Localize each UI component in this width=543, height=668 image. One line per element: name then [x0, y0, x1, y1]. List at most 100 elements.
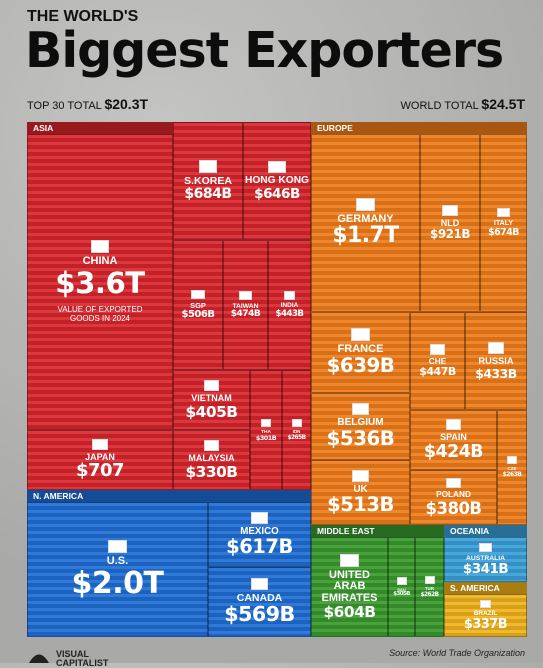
value-label: $646B — [254, 185, 300, 202]
country-name: UNITED ARAB EMIRATES — [321, 568, 378, 604]
flag — [351, 328, 370, 342]
flag — [442, 204, 458, 216]
cell-label: CHE $447B — [410, 312, 465, 410]
flag — [203, 380, 220, 392]
flag — [446, 477, 461, 489]
brand: VISUAL CAPITALIST — [56, 649, 109, 668]
cell-label: TUR $262B — [415, 537, 444, 637]
top-total-value: $20.3T — [104, 96, 149, 112]
flag — [251, 511, 268, 524]
country-name: SGP — [190, 301, 206, 311]
cell — [282, 370, 311, 490]
cell — [420, 134, 480, 312]
flag — [90, 240, 110, 254]
flag — [445, 419, 462, 431]
country-name: MEXICO — [240, 525, 279, 537]
country-name: BRAZIL — [473, 610, 498, 618]
value-label: $674B — [488, 226, 519, 238]
title: Biggest Exporters — [25, 22, 504, 79]
country-name: AUSTRALIA — [466, 554, 505, 562]
cell — [444, 537, 527, 582]
cell-label: VIETNAM $405B — [173, 370, 250, 430]
cell-label: JAPAN $707 — [27, 430, 173, 490]
flag — [340, 553, 359, 567]
value-label: $513B — [327, 492, 394, 516]
value-label: $262B — [420, 591, 439, 598]
cell-label: GERMANY $1.7T — [311, 134, 420, 312]
cell — [311, 312, 410, 393]
flag — [199, 160, 217, 173]
cell-label: BELGIUM $536B — [311, 393, 410, 460]
cell — [388, 537, 415, 637]
cell — [311, 393, 410, 460]
cell — [208, 502, 311, 567]
flag — [479, 599, 492, 609]
value-label: $639B — [326, 353, 395, 377]
region-label: N. AMERICA — [27, 490, 311, 502]
world-total-value: $24.5T — [481, 96, 525, 112]
cell — [465, 312, 527, 410]
world-total-label: WORLD TOTAL — [400, 100, 479, 112]
cell — [173, 122, 243, 240]
cell — [497, 410, 527, 525]
cell-label: SPAIN $424B — [410, 410, 497, 470]
value-label: $265B — [287, 434, 306, 441]
cell — [415, 537, 444, 637]
country-name: HONG KONG — [245, 175, 309, 187]
cell-label: IDN $265B — [282, 370, 311, 490]
flag — [479, 543, 492, 552]
cell-label: BRAZIL $337B — [444, 594, 527, 637]
cell-label: NLD $921B — [420, 134, 480, 312]
cell — [173, 370, 250, 430]
cell — [311, 537, 388, 637]
cell-label: CHINA $3.6T VALUE OF EXPORTED GOODS IN 202… — [27, 134, 173, 430]
value-label: $474B — [230, 308, 261, 319]
cell-label: FRANCE $639B — [311, 312, 410, 393]
cell-label: CZE $263B — [497, 410, 527, 525]
value-label: $617B — [226, 534, 293, 558]
cell — [223, 240, 268, 370]
country-name: NLD — [440, 217, 460, 228]
country-name: UK — [353, 483, 368, 495]
flag — [424, 576, 435, 585]
value-label: $263B — [502, 471, 522, 479]
country-name: RUSSIA — [478, 355, 514, 366]
country-name: THA — [261, 429, 271, 435]
country-name: CHINA — [82, 255, 118, 268]
value-label: $405B — [185, 402, 238, 421]
flag — [261, 418, 271, 427]
flag — [92, 438, 108, 450]
cell — [268, 240, 311, 370]
value-label: $707 — [75, 460, 125, 482]
country-name: MALAYSIA — [188, 453, 235, 464]
value-label: $443B — [275, 308, 304, 319]
cell — [311, 134, 420, 312]
country-name: S.KOREA — [184, 174, 232, 187]
cell-label: RUSSIA $433B — [465, 312, 527, 410]
cell-label: AUSTRALIA $341B — [444, 537, 527, 582]
country-name: FRANCE — [337, 343, 384, 356]
top-total: TOP 30 TOTAL $20.3T — [27, 96, 148, 112]
country-name: CZE — [507, 466, 517, 472]
flag — [108, 539, 127, 553]
subtitle: THE WORLD'S — [27, 8, 139, 25]
value-label: $1.7T — [332, 223, 399, 249]
flag — [351, 403, 370, 416]
flag — [507, 456, 517, 465]
value-label: $2.0T — [71, 565, 164, 601]
region-label: MIDDLE EAST — [311, 525, 444, 537]
cell-label: UNITED ARAB EMIRATES $604B — [311, 537, 388, 637]
cell-label: CANADA $569B — [208, 567, 311, 637]
value-label: $337B — [463, 616, 508, 632]
region-label: ASIA — [27, 122, 173, 134]
country-name: ITALY — [493, 220, 514, 228]
flag — [430, 344, 445, 355]
flag — [488, 342, 504, 354]
source: Source: World Trade Organization — [389, 648, 525, 658]
country-name: TUR — [425, 586, 434, 592]
country-name: GERMANY — [337, 212, 394, 225]
flag — [356, 197, 375, 211]
flag — [283, 291, 296, 300]
value-label: $3.6T — [55, 265, 145, 300]
